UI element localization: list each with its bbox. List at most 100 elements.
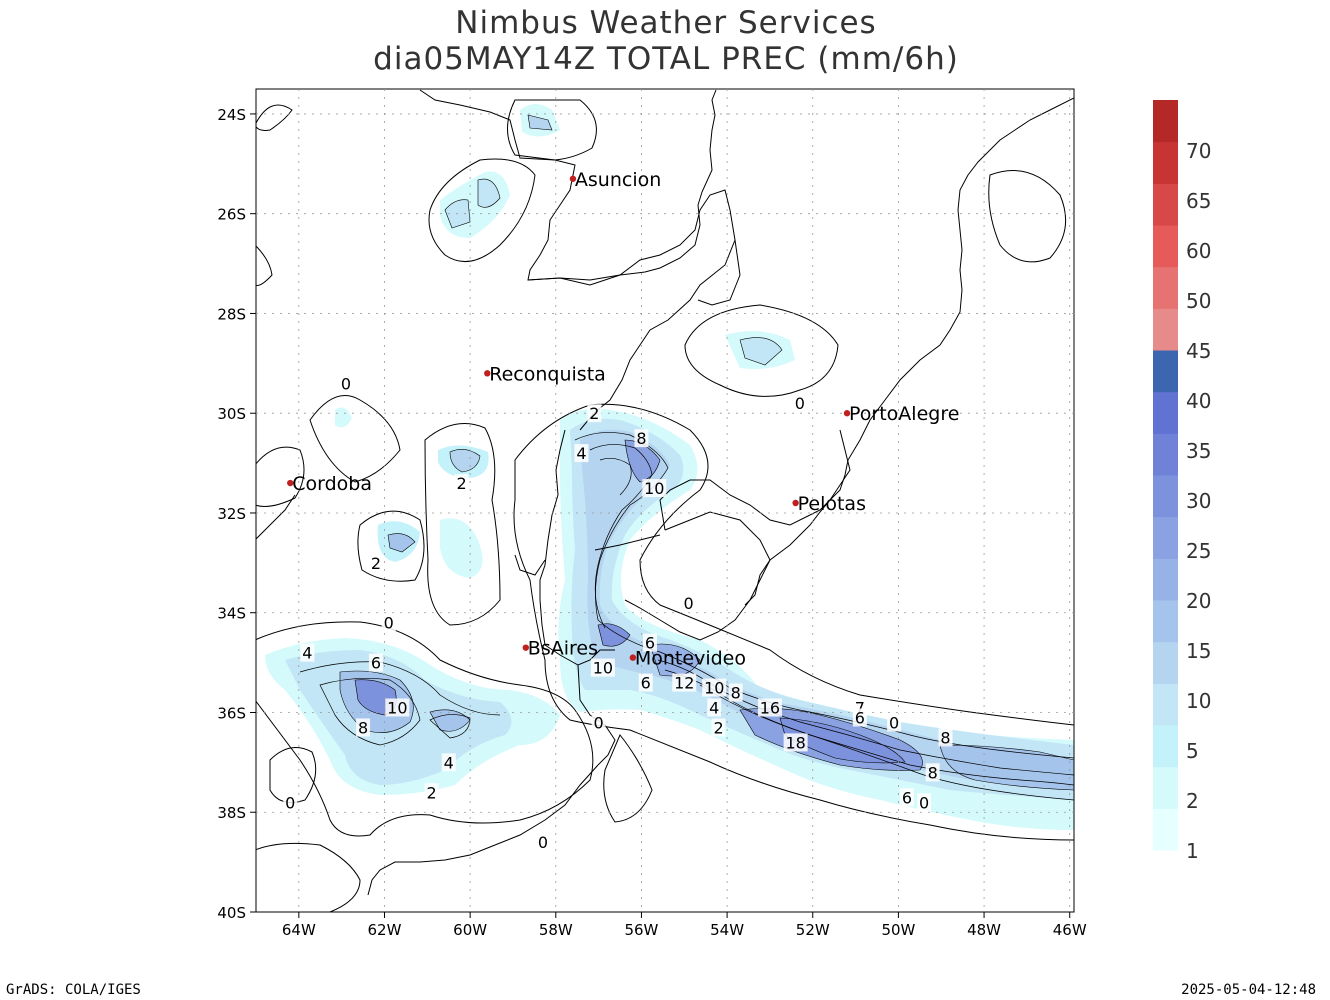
colorbar-label: 20	[1186, 589, 1211, 613]
contour-label-bg	[356, 718, 371, 737]
longitude-axis: 64W 62W 60W 58W 56W 54W 52W 50W 48W 46W	[282, 912, 1087, 939]
contour-label: 0	[384, 614, 394, 633]
contour-label-bg	[283, 793, 298, 812]
graticule	[256, 89, 1074, 912]
contour-label: 10	[593, 659, 613, 678]
lon-tick-label: 58W	[539, 921, 573, 939]
colorbar-swatch	[1153, 266, 1178, 309]
contour-label: 6	[371, 654, 381, 673]
colorbar-label: 70	[1186, 139, 1211, 163]
lon-tick-label: 54W	[710, 921, 744, 939]
grads-credit: GrADS: COLA/IGES	[6, 982, 141, 998]
contour-label: 0	[889, 713, 899, 732]
colorbar-swatch	[1153, 225, 1178, 268]
contour-label: 8	[636, 429, 646, 448]
contour-label-bg	[574, 444, 589, 463]
lon-tick-label: 48W	[967, 921, 1001, 939]
lon-tick-label: 60W	[453, 921, 487, 939]
colorbar-label: 10	[1186, 689, 1211, 713]
contour-label-bg	[925, 763, 940, 782]
city-markers: Asuncion Reconquista PortoAlegre Cordoba Pel…	[287, 169, 959, 670]
contour-label-bg	[917, 793, 932, 812]
city-label: Asuncion	[575, 169, 661, 191]
contour-label-bg	[643, 633, 658, 652]
city-label: Pelotas	[798, 493, 866, 515]
colorbar-swatch	[1153, 183, 1178, 226]
contour-label-bg	[757, 698, 782, 717]
contour-label-bg	[899, 788, 914, 807]
contour-label: 4	[709, 698, 719, 717]
colorbar-swatch	[1153, 516, 1178, 559]
colorbar-label: 40	[1186, 389, 1211, 413]
contour-label-bg	[707, 698, 722, 717]
contour-label: 8	[731, 684, 741, 703]
lat-tick-label: 36S	[217, 704, 246, 722]
city-label: Cordoba	[292, 473, 372, 495]
contour-label-bg	[385, 698, 410, 717]
contour-label-bg	[338, 374, 353, 393]
contour-label-bg	[728, 683, 743, 702]
title-line-2: dia05MAY14Z TOTAL PREC (mm/6h)	[373, 41, 959, 77]
city-dot	[792, 499, 799, 507]
city-dot	[522, 644, 530, 651]
contour-label-bg	[681, 593, 696, 612]
city-dot	[484, 370, 491, 377]
contour-label-bg	[381, 613, 396, 632]
contour-label: 0	[538, 833, 548, 852]
colorbar-swatch	[1153, 308, 1178, 351]
map-frame	[255, 88, 1075, 913]
map-title: Nimbus Weather Services dia05MAY14Z TOTA…	[256, 5, 1076, 77]
contour-label-bg	[454, 474, 469, 493]
contour-label: 16	[760, 698, 780, 717]
contour-label: 12	[674, 674, 694, 693]
lon-tick-label: 56W	[624, 921, 658, 939]
title-line-1: Nimbus Weather Services	[455, 5, 877, 41]
contour-label-bg	[938, 728, 953, 747]
lat-tick-label: 34S	[217, 605, 246, 623]
lat-tick-label: 24S	[217, 106, 246, 124]
contour-label: 7	[855, 698, 865, 717]
colorbar-swatch	[1153, 350, 1178, 393]
city-label: PortoAlegre	[849, 403, 959, 425]
contour-label: 2	[589, 404, 599, 423]
contour-label-bg	[642, 479, 667, 498]
contour-label-bg	[591, 713, 606, 732]
contour-label-bg	[590, 658, 615, 677]
colorbar-label: 50	[1186, 289, 1211, 313]
contour-label-bg	[424, 783, 439, 802]
city-dot	[629, 654, 637, 661]
contour-label-bg	[672, 673, 697, 692]
contour-label-bg	[535, 833, 550, 852]
colorbar-label: 2	[1186, 789, 1199, 813]
colorbar-swatch	[1153, 808, 1178, 851]
colorbar-label: 65	[1186, 189, 1211, 213]
contour-label: 6	[855, 708, 865, 727]
lat-tick-label: 30S	[217, 405, 246, 423]
lat-tick-label: 28S	[217, 305, 246, 323]
latitude-axis: 24S 26S 28S 30S 32S 34S 36S 38S 40S	[217, 106, 256, 922]
contour-label: 4	[302, 644, 312, 663]
contour-label-bg	[300, 643, 315, 662]
colorbar-swatch	[1153, 475, 1178, 518]
colorbar-label: 25	[1186, 539, 1211, 563]
contour-label-bg	[587, 404, 602, 423]
contour-label-bg	[887, 713, 902, 732]
contour-label-bg	[792, 394, 807, 413]
lat-tick-label: 32S	[217, 505, 246, 523]
contour-label: 10	[644, 479, 664, 498]
city-label: BsAires	[528, 638, 598, 660]
colorbar-swatch	[1153, 600, 1178, 643]
contour-label: 10	[704, 679, 724, 698]
colorbar-label: 30	[1186, 489, 1211, 513]
contour-label: 0	[594, 713, 604, 732]
contour-label: 8	[928, 763, 938, 782]
colorbar-swatch	[1153, 558, 1178, 601]
lat-tick-label: 40S	[217, 904, 246, 922]
contour-label: 0	[285, 793, 295, 812]
colorbar-label: 1	[1186, 839, 1199, 863]
timestamp: 2025-05-04-12:48	[1181, 982, 1316, 998]
colorbar-swatch	[1153, 683, 1178, 726]
contour-label: 0	[341, 374, 351, 393]
lon-tick-label: 52W	[796, 921, 830, 939]
